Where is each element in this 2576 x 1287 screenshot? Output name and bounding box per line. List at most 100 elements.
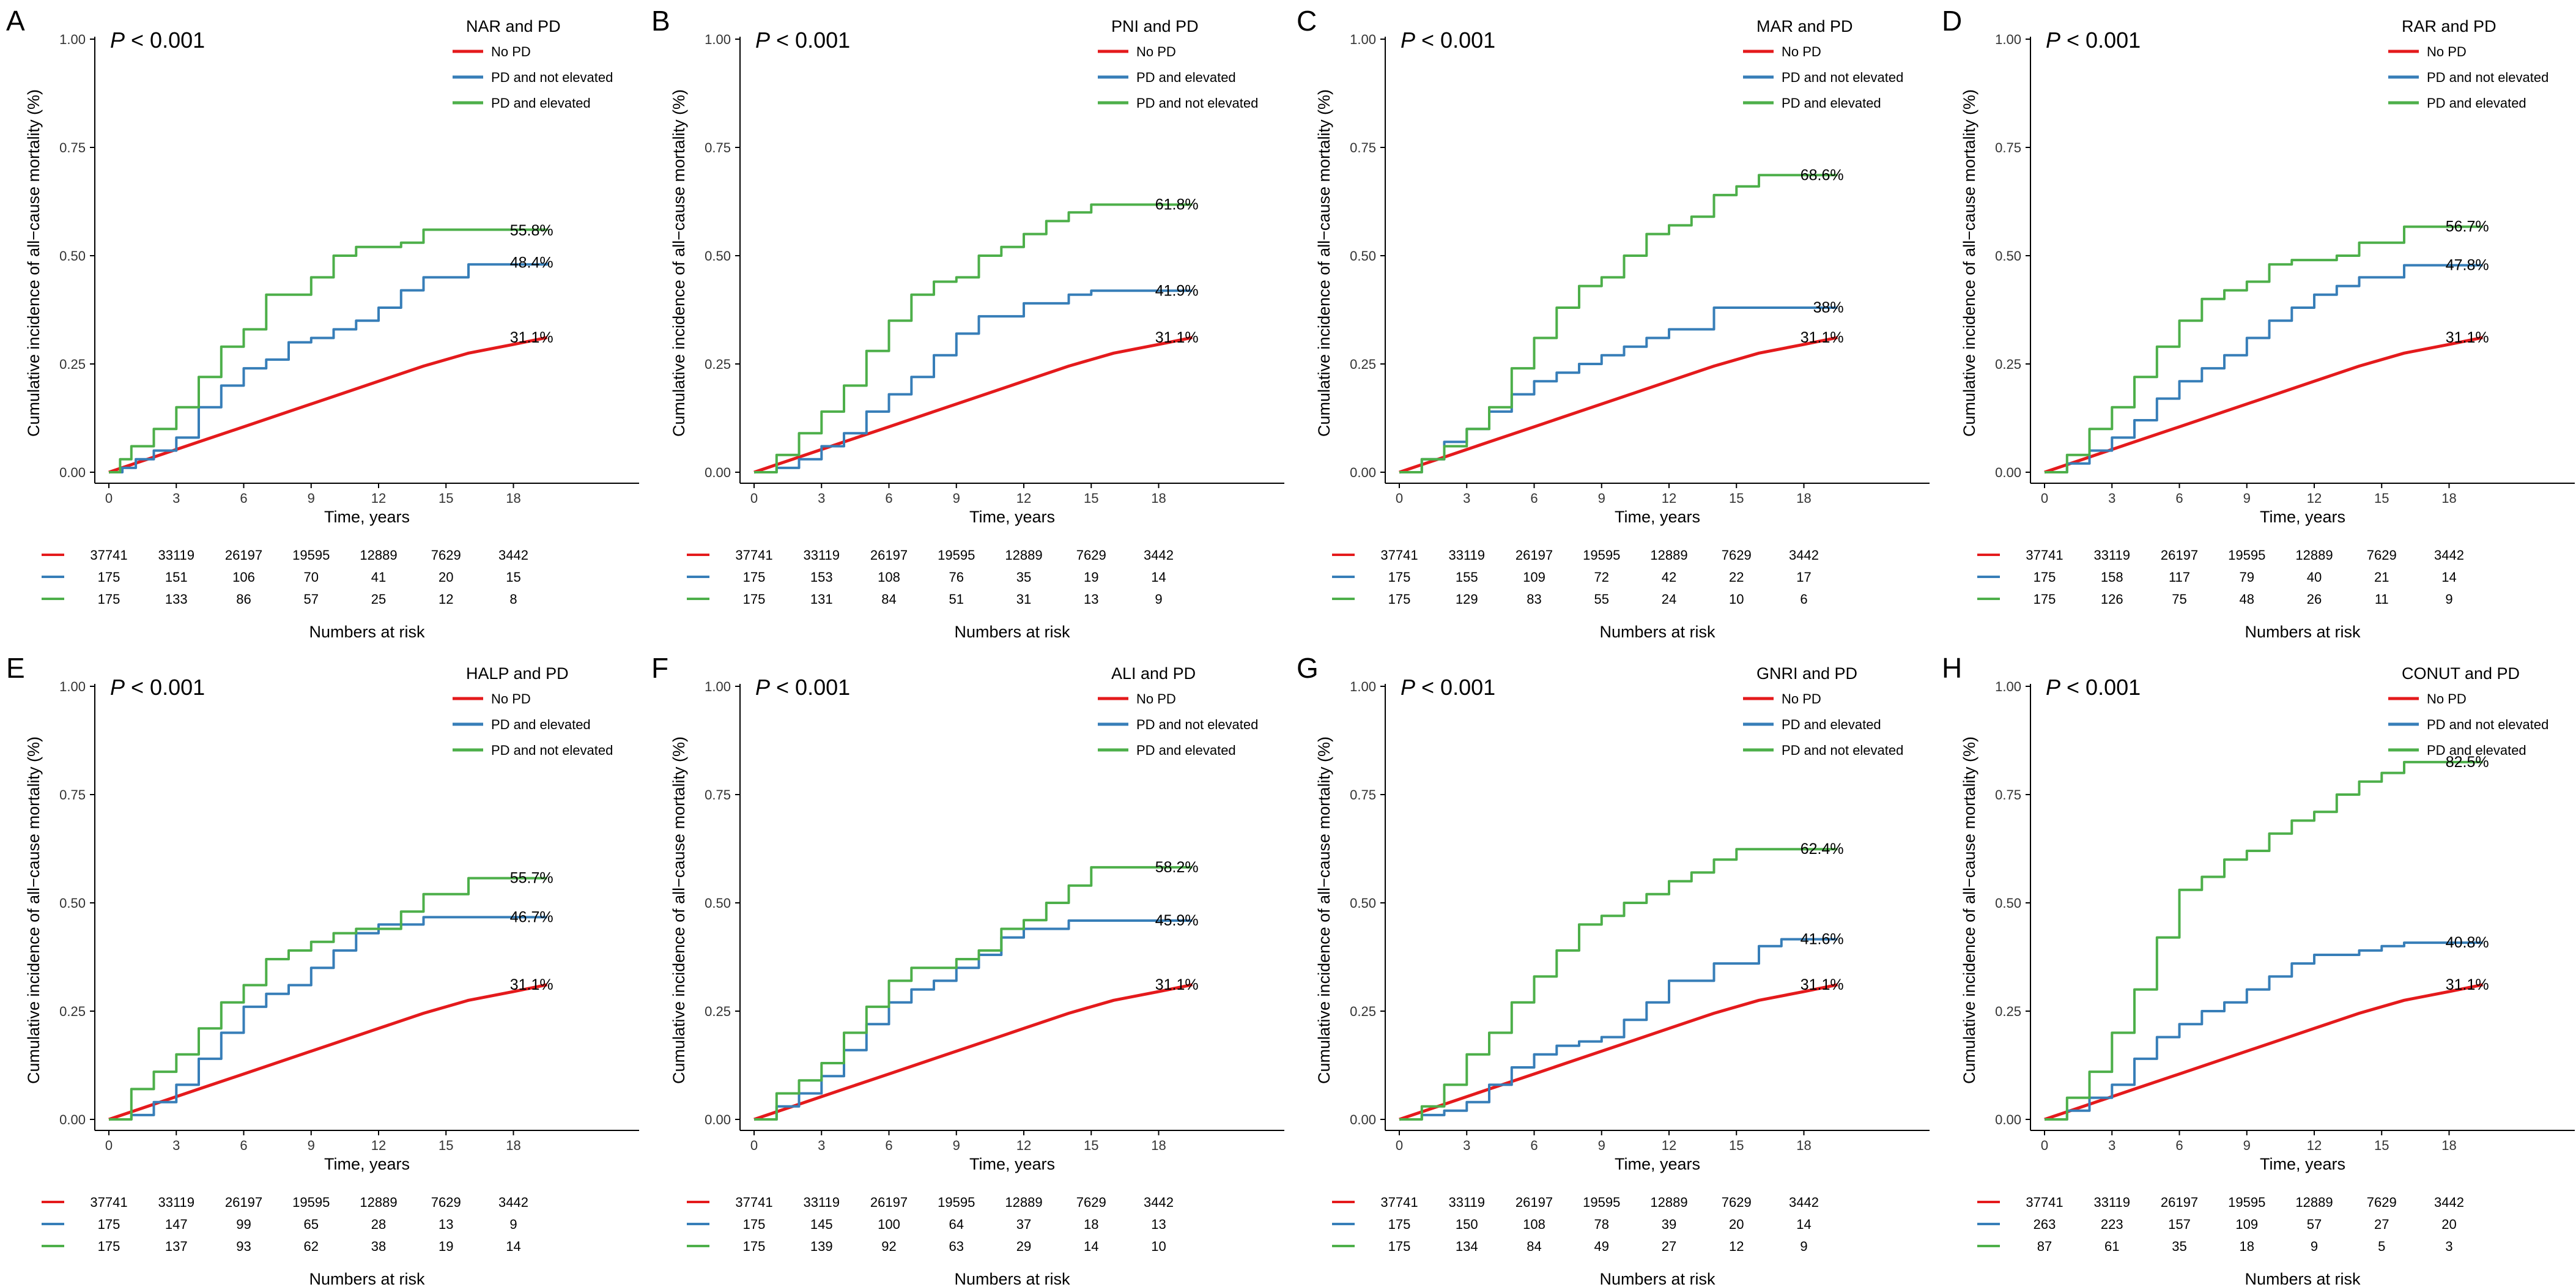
risk-count: 5 — [2378, 1239, 2385, 1254]
x-tick-label: 18 — [2441, 491, 2456, 506]
x-axis-label: Time, years — [324, 1155, 410, 1173]
legend-title: MAR and PD — [1756, 17, 1853, 35]
risk-count: 175 — [98, 592, 120, 607]
x-tick-label: 9 — [953, 491, 960, 506]
end-percent-label: 68.6% — [1801, 166, 1844, 184]
x-axis-label: Time, years — [969, 508, 1055, 526]
legend-entry: PD and elevated — [1782, 717, 1881, 732]
end-percent-label: 45.9% — [1155, 912, 1199, 929]
series-line-no-pd — [753, 983, 1193, 1121]
risk-count: 134 — [1456, 1239, 1478, 1254]
x-tick-label: 9 — [953, 1138, 960, 1153]
risk-count: 12889 — [1650, 547, 1687, 563]
risk-count: 37741 — [1380, 547, 1418, 563]
p-value-label: P < 0.001 — [755, 675, 850, 700]
end-percent-label: 31.1% — [510, 329, 553, 346]
risk-count: 84 — [1527, 1239, 1541, 1254]
x-tick-label: 9 — [1598, 1138, 1605, 1153]
x-tick-label: 9 — [308, 491, 315, 506]
p-value-label: P < 0.001 — [2046, 28, 2141, 53]
legend-entry: PD and elevated — [1136, 743, 1236, 758]
end-percent-label: 47.8% — [2446, 257, 2489, 274]
chart-panel-f: F Cumulative incidence of all−cause morta… — [651, 652, 1284, 1287]
panel-letter: D — [1942, 5, 1962, 37]
risk-count: 19595 — [938, 547, 975, 563]
x-axis-label: Time, years — [2260, 1155, 2345, 1173]
y-tick-label: 0.50 — [705, 248, 731, 264]
risk-count: 37741 — [735, 1195, 772, 1210]
risk-count: 17 — [1796, 569, 1811, 585]
risk-count: 8 — [509, 592, 517, 607]
y-tick-label: 0.00 — [705, 1112, 731, 1127]
risk-count: 84 — [881, 592, 896, 607]
series-line-pd-and-elevated — [754, 866, 1193, 1121]
risk-count: 223 — [2101, 1217, 2123, 1232]
risk-count: 9 — [2311, 1239, 2318, 1254]
y-tick-label: 0.50 — [59, 248, 86, 264]
risk-count: 21 — [2374, 569, 2389, 585]
x-tick-label: 3 — [1463, 491, 1470, 506]
p-value-rest: < 0.001 — [1415, 675, 1495, 700]
y-tick-label: 0.50 — [705, 896, 731, 911]
series-line-pd-and-elevated — [754, 289, 1193, 473]
risk-count: 133 — [165, 592, 188, 607]
end-percent-label: 38% — [1813, 299, 1844, 316]
panel-letter: F — [651, 652, 668, 684]
risk-count: 131 — [810, 592, 833, 607]
risk-count: 175 — [743, 1217, 766, 1232]
p-value-label: P < 0.001 — [110, 28, 205, 53]
series-line-pd-and-not-elevated — [2045, 941, 2483, 1121]
end-percent-label: 61.8% — [1155, 196, 1199, 213]
x-tick-label: 12 — [371, 491, 386, 506]
risk-count: 155 — [1456, 569, 1478, 585]
end-percent-label: 58.2% — [1155, 859, 1199, 876]
y-tick-label: 1.00 — [59, 32, 86, 47]
series-line-pd-and-elevated — [109, 916, 547, 1121]
end-percent-label: 41.6% — [1801, 930, 1844, 948]
x-tick-label: 15 — [439, 491, 453, 506]
risk-count: 24 — [1662, 592, 1676, 607]
risk-count: 26197 — [225, 547, 262, 563]
risk-count: 64 — [949, 1217, 964, 1232]
x-tick-label: 12 — [2307, 491, 2322, 506]
y-tick-label: 1.00 — [1995, 32, 2021, 47]
x-tick-label: 12 — [1662, 1138, 1676, 1153]
risk-count: 33119 — [803, 547, 840, 563]
risk-count: 14 — [1084, 1239, 1098, 1254]
risk-count: 87 — [2037, 1239, 2052, 1254]
risk-count: 72 — [1594, 569, 1609, 585]
y-tick-label: 0.75 — [705, 140, 731, 155]
x-tick-label: 0 — [750, 1138, 758, 1153]
y-tick-label: 0.00 — [1350, 465, 1376, 480]
risk-count: 7629 — [1076, 1195, 1106, 1210]
panel-letter: A — [6, 5, 25, 37]
legend-title: RAR and PD — [2402, 17, 2496, 35]
end-percent-label: 62.4% — [1801, 840, 1844, 858]
risk-count: 38 — [371, 1239, 386, 1254]
risk-count: 175 — [2034, 592, 2056, 607]
risk-count: 6 — [1800, 592, 1807, 607]
risk-count: 109 — [1523, 569, 1545, 585]
risk-count: 151 — [165, 569, 188, 585]
panel-letter: G — [1297, 652, 1319, 684]
y-axis-label: Cumulative incidence of all−cause mortal… — [24, 89, 43, 437]
risk-count: 37741 — [90, 1195, 127, 1210]
risk-count: 65 — [304, 1217, 319, 1232]
risk-count: 12889 — [1005, 547, 1042, 563]
p-value-italic: P — [755, 28, 770, 53]
risk-count: 3442 — [1789, 547, 1819, 563]
y-tick-label: 1.00 — [1350, 679, 1376, 694]
risk-count: 14 — [1796, 1217, 1811, 1232]
risk-count: 108 — [878, 569, 900, 585]
legend-entry: PD and not elevated — [1782, 743, 1903, 758]
risk-count: 20 — [2441, 1217, 2456, 1232]
x-tick-label: 0 — [2041, 491, 2048, 506]
p-value-label: P < 0.001 — [1401, 675, 1495, 700]
p-value-label: P < 0.001 — [110, 675, 205, 700]
risk-count: 175 — [2034, 569, 2056, 585]
risk-table-label: Numbers at risk — [309, 623, 425, 641]
risk-count: 13 — [1084, 592, 1098, 607]
risk-count: 7629 — [1722, 1195, 1752, 1210]
p-value-rest: < 0.001 — [2060, 675, 2141, 700]
x-tick-label: 0 — [105, 491, 113, 506]
